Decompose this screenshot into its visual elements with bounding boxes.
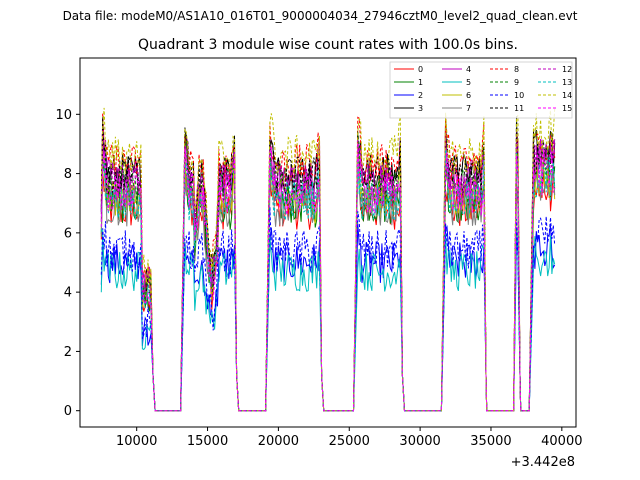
series-line-0 bbox=[100, 157, 556, 412]
legend-label: 8 bbox=[514, 65, 519, 74]
legend-label: 6 bbox=[466, 91, 471, 100]
legend-label: 15 bbox=[562, 104, 572, 113]
series-line-9 bbox=[100, 131, 556, 412]
x-tick-label: 25000 bbox=[329, 434, 370, 449]
legend-label: 13 bbox=[562, 78, 572, 87]
series-line-15 bbox=[100, 140, 556, 412]
legend-label: 14 bbox=[562, 91, 572, 100]
chart-title: Quadrant 3 module wise count rates with … bbox=[138, 37, 518, 53]
series-line-7 bbox=[100, 160, 556, 412]
plot-lines bbox=[100, 107, 556, 412]
series-line-4 bbox=[100, 128, 556, 412]
y-tick-label: 2 bbox=[64, 345, 72, 360]
legend-label: 1 bbox=[418, 78, 423, 87]
legend-label: 2 bbox=[418, 91, 423, 100]
chart-suptitle: Data file: modeM0/AS1A10_016T01_90000040… bbox=[63, 9, 578, 23]
legend-label: 0 bbox=[418, 65, 423, 74]
x-tick-label: 35000 bbox=[470, 434, 511, 449]
x-tick-label: 20000 bbox=[258, 434, 299, 449]
y-tick-label: 0 bbox=[64, 404, 72, 419]
legend-label: 4 bbox=[466, 65, 471, 74]
x-tick-label: 40000 bbox=[541, 434, 582, 449]
x-offset-label: +3.442e8 bbox=[511, 455, 575, 470]
legend-label: 5 bbox=[466, 78, 471, 87]
series-line-5 bbox=[100, 227, 556, 412]
y-axis: 0 2 4 6 8 10 bbox=[55, 108, 80, 419]
series-line-10 bbox=[100, 207, 556, 412]
x-axis: 10000 15000 20000 25000 30000 35000 40000 bbox=[116, 427, 583, 449]
plot-frame bbox=[79, 57, 577, 428]
legend-label: 7 bbox=[466, 104, 471, 113]
x-tick-label: 15000 bbox=[187, 434, 228, 449]
legend-label: 3 bbox=[418, 104, 423, 113]
series-line-2 bbox=[100, 223, 556, 412]
series-line-1 bbox=[100, 152, 556, 412]
legend-label: 9 bbox=[514, 78, 519, 87]
y-tick-label: 6 bbox=[64, 226, 72, 241]
x-tick-label: 10000 bbox=[116, 434, 157, 449]
legend-label: 12 bbox=[562, 65, 572, 74]
series-line-13 bbox=[100, 149, 556, 412]
y-tick-label: 10 bbox=[55, 108, 72, 123]
x-tick-label: 30000 bbox=[399, 434, 440, 449]
legend-label: 11 bbox=[514, 104, 524, 113]
series-line-11 bbox=[100, 116, 556, 412]
series-line-14 bbox=[100, 107, 556, 412]
series-line-12 bbox=[100, 129, 556, 412]
legend-label: 10 bbox=[514, 91, 524, 100]
series-line-6 bbox=[100, 142, 556, 412]
legend-box bbox=[389, 61, 573, 119]
y-tick-label: 4 bbox=[64, 286, 72, 301]
series-line-3 bbox=[100, 118, 556, 412]
series-line-8 bbox=[100, 112, 556, 412]
y-tick-label: 8 bbox=[64, 167, 72, 182]
